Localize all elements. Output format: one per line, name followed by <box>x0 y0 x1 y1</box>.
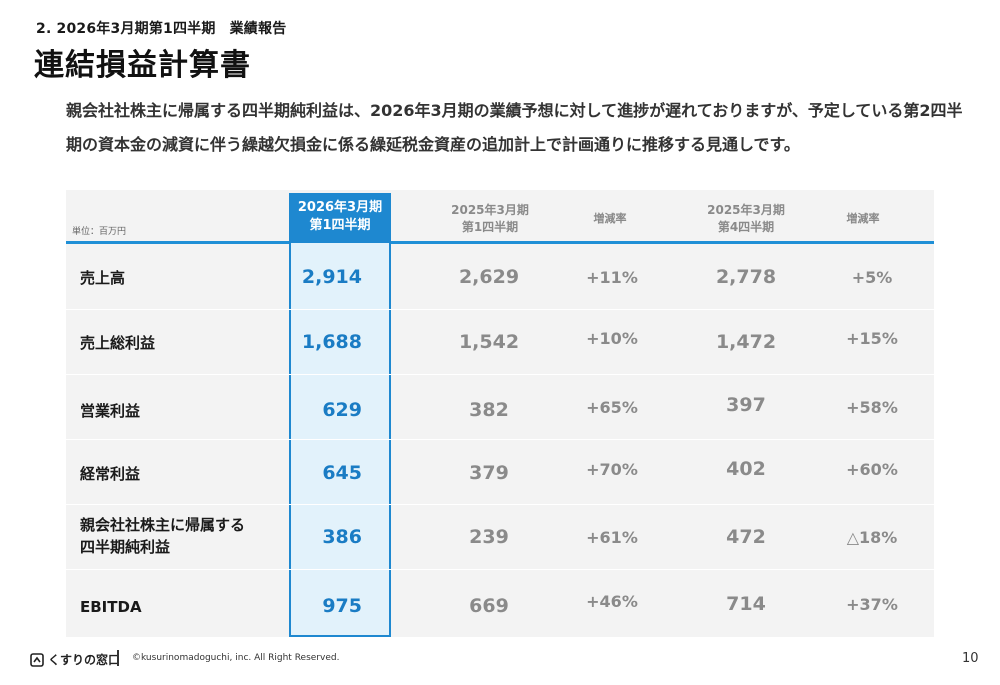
income-statement-table: 単位：百万円 2025年3月期 第1四半期 増減率 2025年3月期 第4四半期… <box>66 190 934 637</box>
header-prev-q1: 2025年3月期 第1四半期 <box>430 202 550 236</box>
prev-q1-value: 669 <box>469 595 509 617</box>
row-divider <box>66 569 934 570</box>
row-divider <box>66 374 934 375</box>
current-value: 2,914 <box>301 266 362 288</box>
row-label-line1: 親会社社株主に帰属する <box>80 516 246 534</box>
table-row: 営業利益 629 382 +65% 397 +58% <box>66 376 934 440</box>
current-value: 629 <box>322 399 362 421</box>
table-row: EBITDA 975 669 +46% 714 +37% <box>66 571 934 635</box>
prev-q4-value: 2,778 <box>715 266 777 288</box>
row-label: EBITDA <box>80 598 142 616</box>
row-label: 親会社社株主に帰属する 四半期純利益 <box>80 514 245 558</box>
rate1-value: +61% <box>586 528 638 547</box>
row-divider <box>66 439 934 440</box>
row-label: 営業利益 <box>80 402 141 420</box>
section-label: 2. 2026年3月期第1四半期 業績報告 <box>36 18 286 38</box>
header-prev-q1-line1: 2025年3月期 <box>451 203 529 217</box>
current-value: 1,688 <box>301 331 362 353</box>
table-header: 単位：百万円 2025年3月期 第1四半期 増減率 2025年3月期 第4四半期… <box>66 190 934 244</box>
logo-text: くすりの窓口 <box>48 653 121 667</box>
rate1-value: +65% <box>586 398 638 417</box>
current-value: 386 <box>322 526 362 548</box>
current-value: 975 <box>322 595 362 617</box>
company-logo: くすりの窓口 <box>30 651 120 668</box>
rate2-value: +37% <box>846 595 898 614</box>
page-number: 10 <box>962 651 979 666</box>
table-row: 売上総利益 1,688 1,542 +10% 1,472 +15% <box>66 311 934 375</box>
unit-label: 単位：百万円 <box>72 227 127 237</box>
rate2-value: +58% <box>846 398 898 417</box>
row-label: 経常利益 <box>80 465 141 483</box>
header-rate2: 増減率 <box>846 212 880 225</box>
header-prev-q1-line2: 第1四半期 <box>461 220 519 234</box>
row-divider <box>66 309 934 310</box>
header-prev-q4-line2: 第4四半期 <box>717 220 775 234</box>
header-current-line1: 2026年3月期 <box>297 200 383 215</box>
copyright: ©kusurinomadoguchi, inc. All Right Reser… <box>132 653 340 663</box>
rate2-value: △18% <box>846 528 898 547</box>
section-name: 業績報告 <box>229 21 287 37</box>
prev-q1-value: 2,629 <box>458 266 520 288</box>
footer-divider <box>117 650 119 666</box>
rate1-value: +10% <box>586 329 638 348</box>
lead-text: 親会社社株主に帰属する四半期純利益は、2026年3月期の業績予想に対して進捗が遅… <box>66 101 963 154</box>
header-rate1: 増減率 <box>593 212 627 225</box>
prev-q1-value: 239 <box>469 526 509 548</box>
page-title: 連結損益計算書 <box>34 48 251 83</box>
prev-q4-value: 402 <box>726 458 766 480</box>
rate1-value: +70% <box>586 460 638 479</box>
row-label-line2: 四半期純利益 <box>80 538 171 556</box>
prev-q4-value: 714 <box>726 593 766 615</box>
prev-q4-value: 472 <box>726 526 766 548</box>
logo-icon <box>30 652 44 667</box>
rate1-value: +11% <box>586 268 638 287</box>
header-current: 2026年3月期 第1四半期 <box>289 193 391 243</box>
current-value: 645 <box>322 462 362 484</box>
prev-q1-value: 379 <box>469 462 509 484</box>
prev-q1-value: 1,542 <box>458 331 520 353</box>
row-label: 売上総利益 <box>80 334 156 352</box>
rate2-value: +60% <box>846 460 898 479</box>
header-current-line2: 第1四半期 <box>309 218 371 233</box>
prev-q4-value: 1,472 <box>715 331 777 353</box>
header-underline <box>66 241 934 244</box>
table-row: 親会社社株主に帰属する 四半期純利益 386 239 +61% 472 △18% <box>66 506 934 570</box>
table-row: 売上高 2,914 2,629 +11% 2,778 +5% <box>66 246 934 310</box>
prev-q4-value: 397 <box>726 394 766 416</box>
rate1-value: +46% <box>586 592 638 611</box>
rate2-value: +5% <box>851 268 893 287</box>
rate2-value: +15% <box>846 329 898 348</box>
section-number: 2. 2026年3月期第1四半期 <box>36 21 216 37</box>
prev-q1-value: 382 <box>469 399 509 421</box>
row-divider <box>66 504 934 505</box>
current-period-column <box>289 193 391 637</box>
header-prev-q4-line1: 2025年3月期 <box>707 203 785 217</box>
row-label: 売上高 <box>80 269 126 287</box>
header-prev-q4: 2025年3月期 第4四半期 <box>686 202 806 236</box>
table-row: 経常利益 645 379 +70% 402 +60% <box>66 441 934 505</box>
